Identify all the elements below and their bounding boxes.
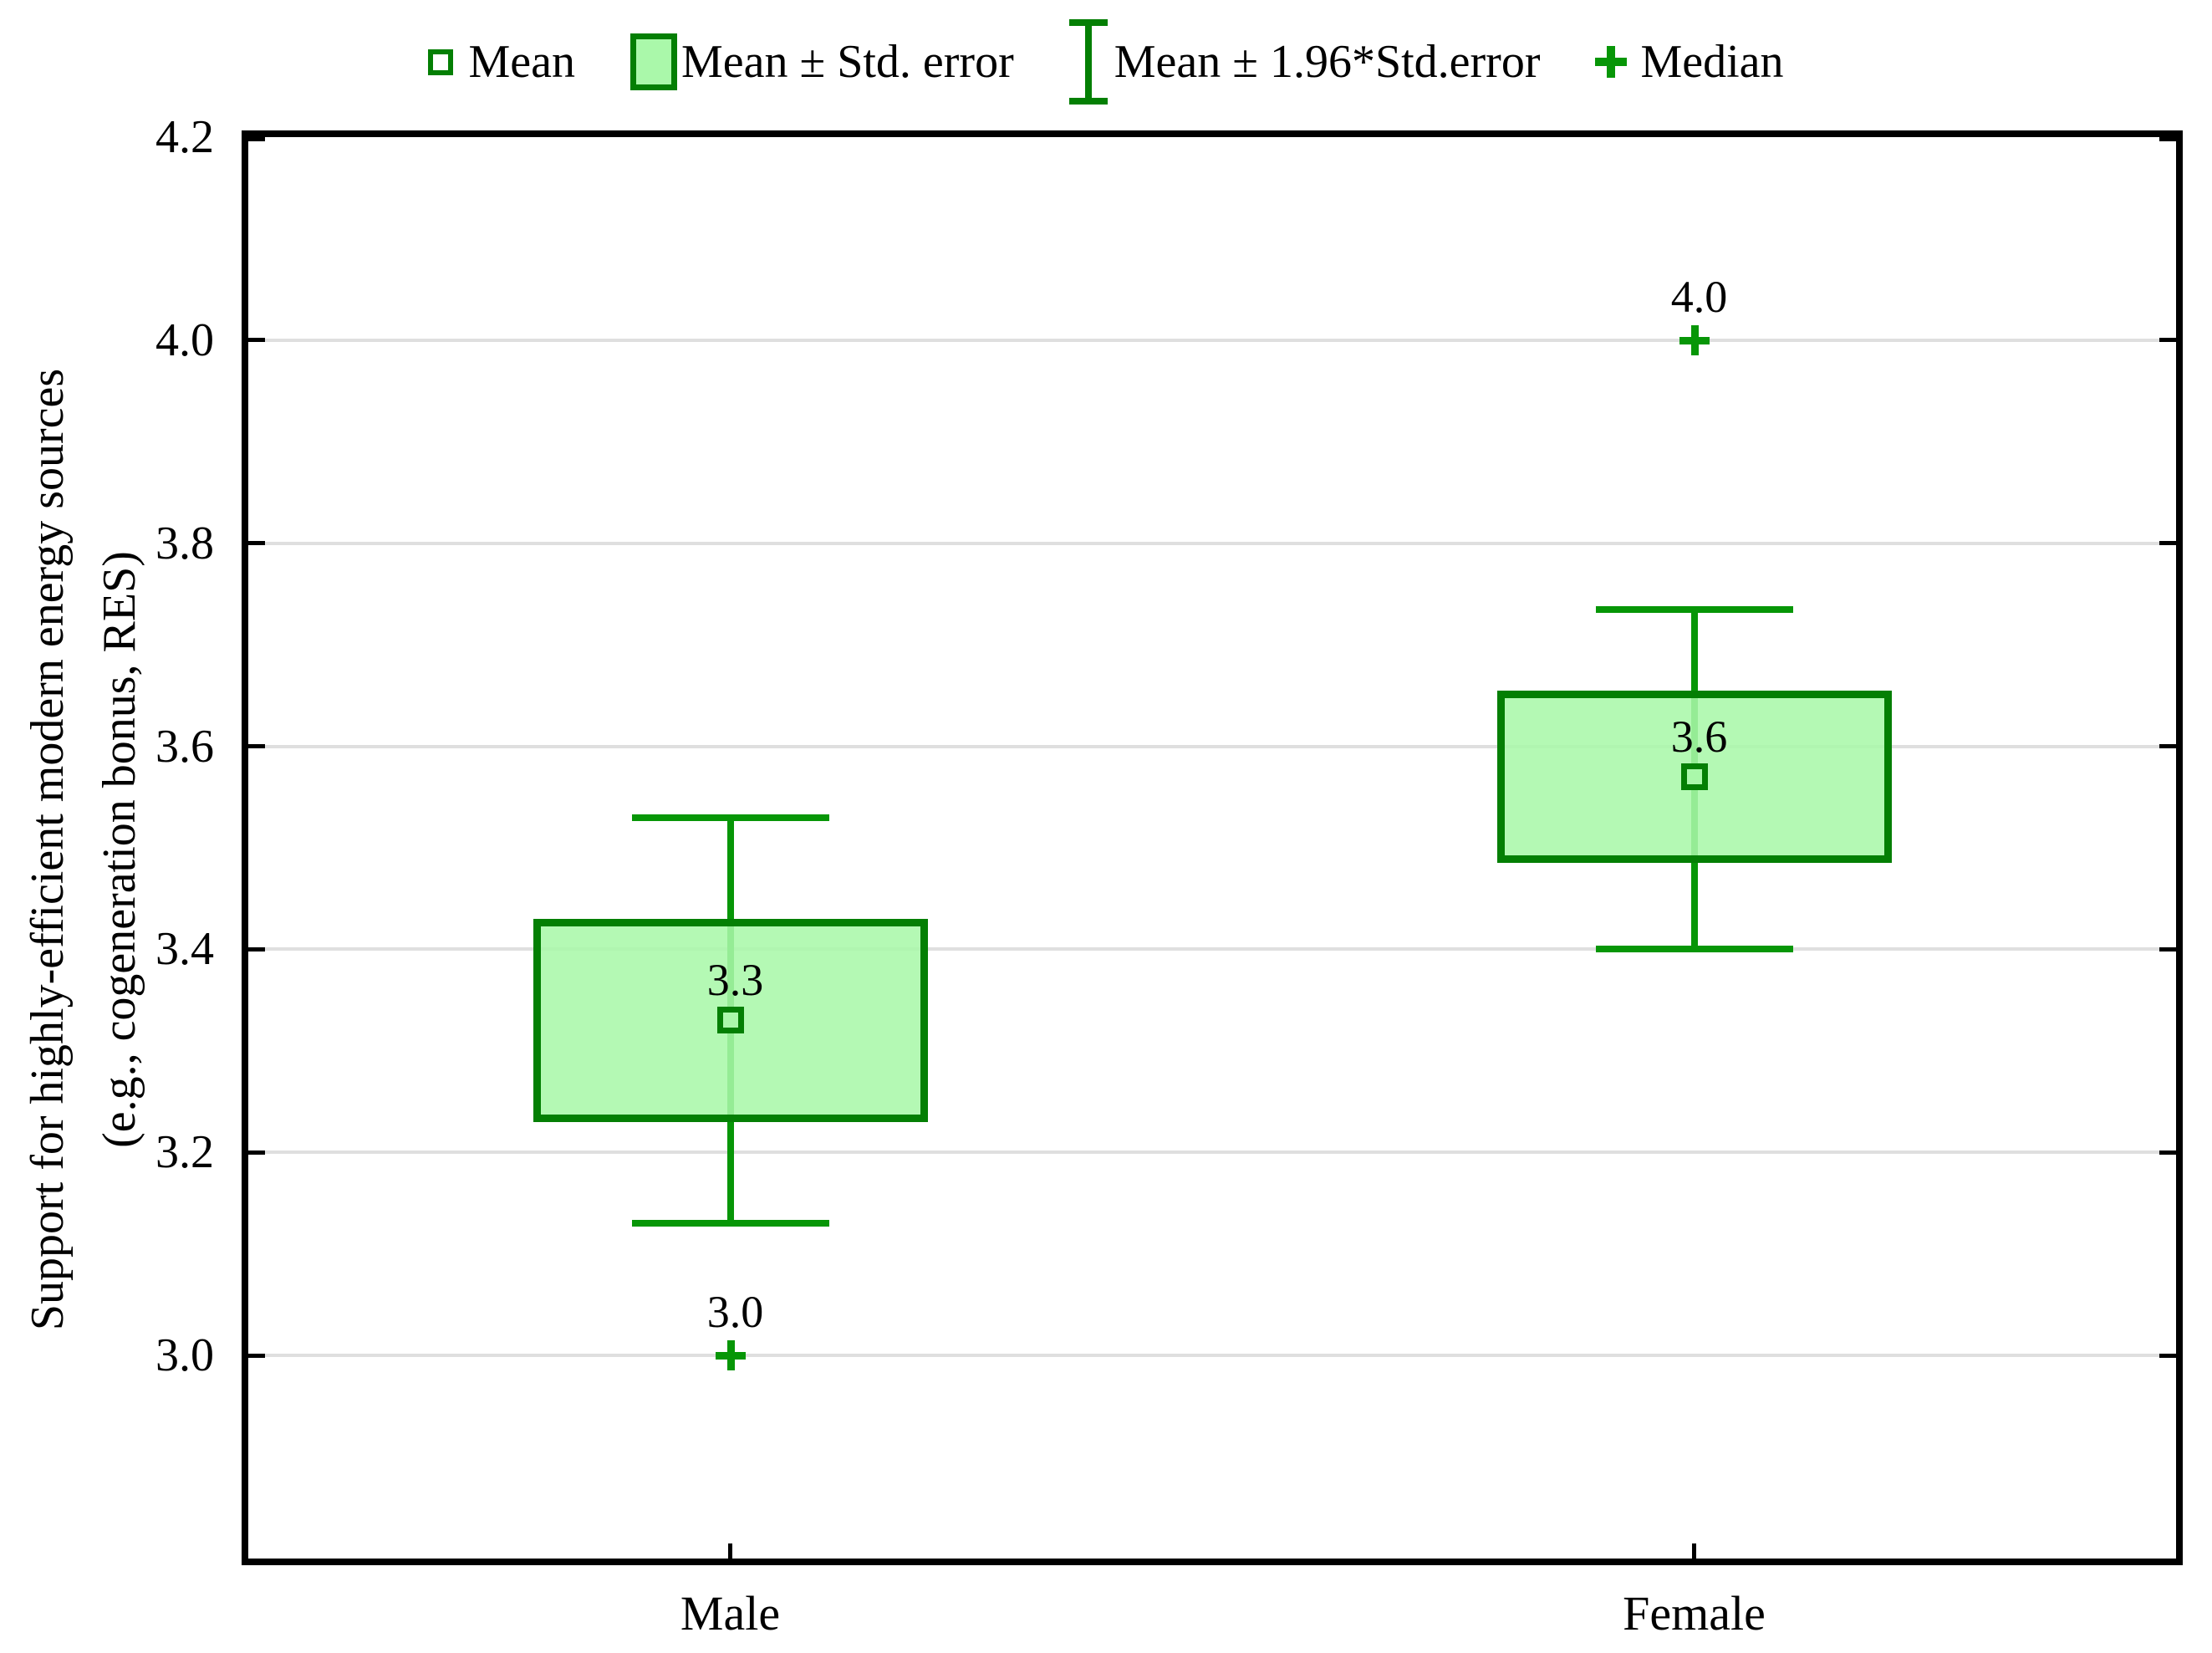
y-tick-right-4.2 [2159, 137, 2176, 141]
median-value-label-male: 3.0 [706, 1287, 764, 1338]
y-tick-left-4.2 [248, 137, 265, 141]
y-tick-labels: 4.2 4.0 3.8 3.6 3.4 3.2 3.0 [0, 111, 229, 1559]
ci-whisker-icon [1068, 19, 1108, 105]
median-value-label-female: 4.0 [1670, 271, 1728, 322]
y-tick-label-3.8: 3.8 [155, 517, 214, 569]
whisker-cap-top-male [631, 814, 829, 821]
gridline-3.2 [248, 1150, 2176, 1155]
gridline-3.6 [248, 744, 2176, 748]
legend-item-median: Median [1595, 36, 1784, 88]
legend-item-mean: Mean [428, 37, 575, 87]
y-tick-right-4.0 [2159, 338, 2176, 343]
median-marker-male [715, 1340, 746, 1371]
y-tick-left-3.2 [248, 1150, 265, 1155]
gridline-3.0 [248, 1354, 2176, 1358]
plot-area: 3.3 3.0 3.6 4.0 [242, 130, 2183, 1565]
mean-marker-female [1680, 763, 1708, 790]
gridline-3.4 [248, 947, 2176, 951]
y-tick-label-3.4: 3.4 [155, 923, 214, 976]
median-plus-icon [1595, 46, 1628, 78]
y-tick-right-3.6 [2159, 744, 2176, 749]
legend-label-median: Median [1640, 36, 1784, 88]
gridline-4.0 [248, 338, 2176, 342]
y-tick-label-3.2: 3.2 [155, 1126, 214, 1179]
x-tick-female [1692, 1543, 1696, 1559]
mean-marker-male [716, 1007, 744, 1034]
mean-value-label-male: 3.3 [706, 955, 764, 1006]
whisker-cap-top-female [1595, 605, 1793, 613]
legend-label-std-error: Mean ± Std. error [680, 36, 1014, 88]
y-tick-left-3.8 [248, 541, 265, 546]
y-tick-label-3.0: 3.0 [155, 1329, 214, 1382]
y-tick-right-3.0 [2159, 1353, 2176, 1358]
y-tick-right-3.8 [2159, 541, 2176, 546]
legend-item-std-error: Mean ± Std. error [629, 33, 1014, 90]
legend: Mean Mean ± Std. error Mean ± 1.96*Std.e… [0, 13, 2212, 110]
legend-item-confidence: Mean ± 1.96*Std.error [1068, 19, 1541, 105]
whisker-cap-bottom-male [631, 1220, 829, 1227]
mean-open-square-icon [428, 48, 454, 75]
median-marker-v-bar-male [726, 1340, 735, 1371]
y-tick-left-3.0 [248, 1353, 265, 1358]
mean-value-label-female: 3.6 [1670, 712, 1728, 762]
median-marker-v-bar-female [1690, 324, 1699, 355]
whisker-cap-bottom-female [1595, 946, 1793, 953]
std-error-box-female [1496, 690, 1892, 864]
y-tick-right-3.2 [2159, 1150, 2176, 1155]
y-tick-left-3.6 [248, 744, 265, 749]
category-label-male: Male [680, 1586, 781, 1640]
median-marker-female [1679, 324, 1710, 355]
legend-label-confidence: Mean ± 1.96*Std.error [1114, 36, 1541, 88]
category-label-female: Female [1623, 1586, 1766, 1640]
x-tick-male [728, 1543, 732, 1559]
x-category-labels: Male Female [248, 1584, 2176, 1647]
y-tick-right-3.4 [2159, 946, 2176, 951]
legend-label-mean: Mean [468, 36, 575, 88]
y-tick-label-4.2: 4.2 [155, 111, 214, 163]
gridline-3.8 [248, 541, 2176, 545]
y-tick-left-4.0 [248, 338, 265, 343]
y-tick-label-4.0: 4.0 [155, 314, 214, 366]
std-error-box-icon [629, 33, 677, 90]
y-tick-left-3.4 [248, 946, 265, 951]
y-tick-label-3.6: 3.6 [155, 720, 214, 773]
